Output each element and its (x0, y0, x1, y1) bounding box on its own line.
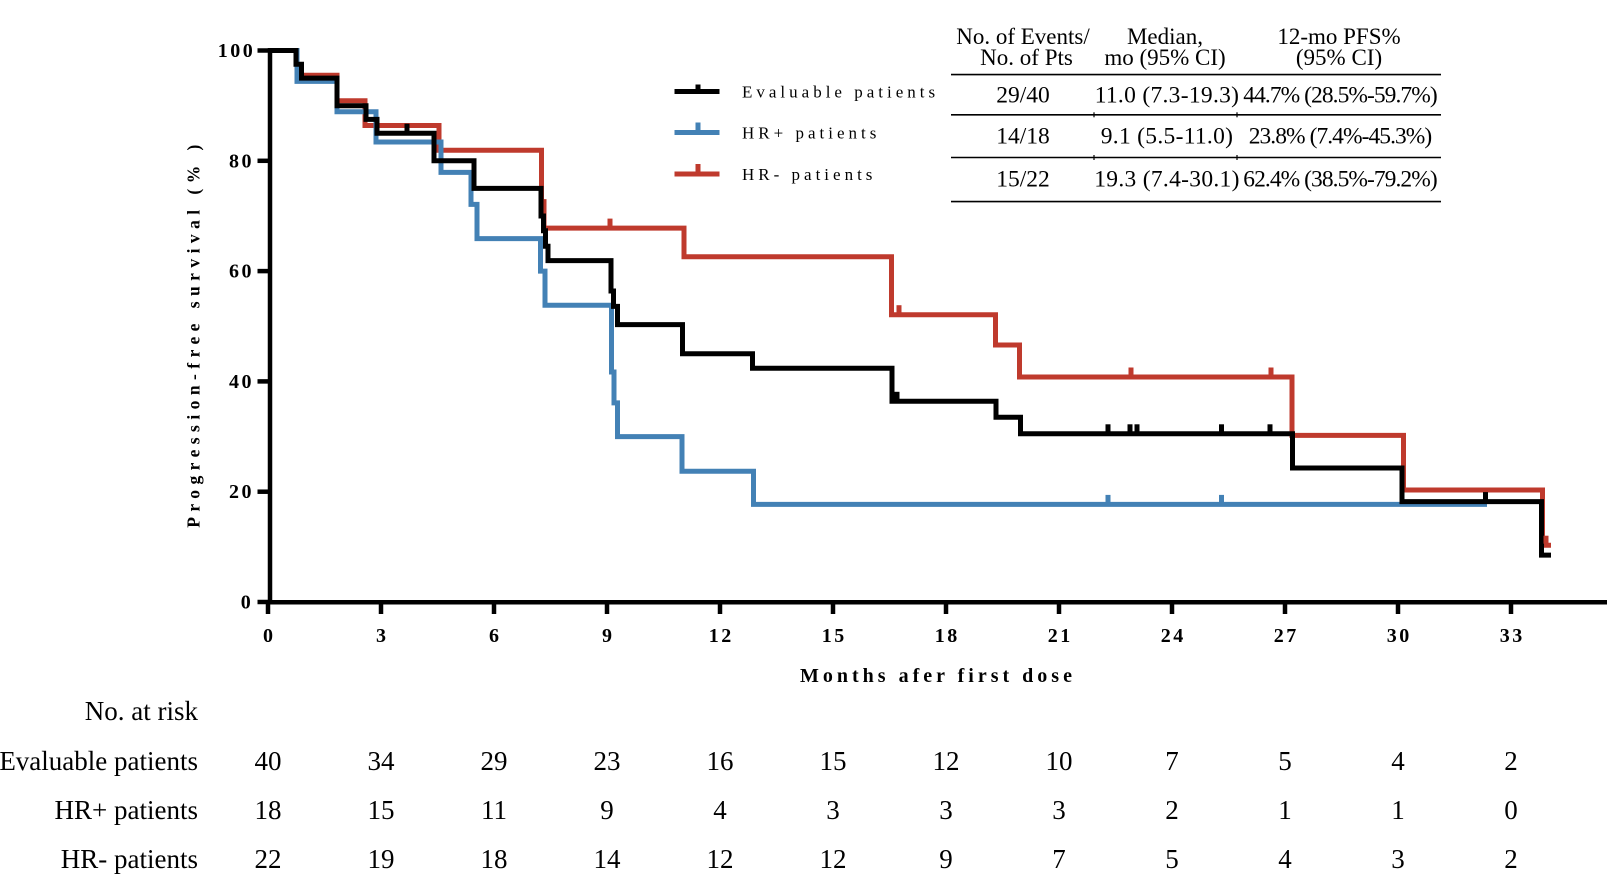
svg-text:34: 34 (368, 746, 396, 776)
svg-text:4: 4 (713, 795, 727, 825)
svg-text:100: 100 (218, 40, 256, 62)
svg-text:21: 21 (1048, 625, 1073, 647)
svg-text:9: 9 (602, 625, 615, 647)
svg-text:2: 2 (1504, 844, 1518, 874)
svg-text:3: 3 (376, 625, 389, 647)
svg-text:No. at risk: No. at risk (85, 696, 199, 726)
svg-text:24: 24 (1161, 625, 1186, 647)
svg-text:HR+ patients: HR+ patients (742, 124, 880, 143)
svg-text:16: 16 (707, 746, 734, 776)
svg-text:5: 5 (1278, 746, 1292, 776)
svg-text:18: 18 (481, 844, 508, 874)
svg-text:2: 2 (1504, 746, 1518, 776)
svg-text:9: 9 (600, 795, 614, 825)
svg-text:14: 14 (594, 844, 622, 874)
svg-text:15: 15 (822, 625, 847, 647)
svg-text:1: 1 (1391, 795, 1405, 825)
svg-text:2: 2 (1165, 795, 1179, 825)
svg-text:mo (95% CI): mo (95% CI) (1104, 45, 1225, 70)
svg-text:20: 20 (229, 481, 254, 503)
svg-text:11.0 (7.3-19.3): 11.0 (7.3-19.3) (1095, 83, 1240, 109)
svg-text:60: 60 (229, 261, 254, 283)
svg-text:No. of Events/: No. of Events/ (956, 24, 1090, 49)
svg-text:23: 23 (594, 746, 621, 776)
svg-text:4: 4 (1391, 746, 1405, 776)
svg-text:5: 5 (1165, 844, 1179, 874)
svg-text:27: 27 (1274, 625, 1299, 647)
svg-text:19: 19 (368, 844, 395, 874)
svg-text:30: 30 (1387, 625, 1412, 647)
svg-text:HR- patients: HR- patients (742, 165, 876, 184)
svg-text:Evaluable patients: Evaluable patients (0, 746, 198, 776)
svg-text:12: 12 (820, 844, 847, 874)
svg-text:22: 22 (255, 844, 282, 874)
svg-text:HR- patients: HR- patients (61, 844, 198, 874)
svg-text:12: 12 (933, 746, 960, 776)
svg-text:14/18: 14/18 (996, 124, 1050, 150)
svg-text:0: 0 (241, 592, 254, 614)
svg-text:0: 0 (263, 625, 276, 647)
svg-text:12: 12 (707, 844, 734, 874)
svg-text:40: 40 (255, 746, 282, 776)
svg-text:18: 18 (935, 625, 960, 647)
svg-text:3: 3 (939, 795, 953, 825)
svg-text:7: 7 (1052, 844, 1066, 874)
svg-text:9: 9 (939, 844, 953, 874)
svg-text:3: 3 (1052, 795, 1066, 825)
svg-text:0: 0 (1504, 795, 1518, 825)
svg-text:19.3 (7.4-30.1): 19.3 (7.4-30.1) (1094, 167, 1239, 193)
svg-text:No. of Pts: No. of Pts (980, 45, 1073, 70)
svg-text:4: 4 (1278, 844, 1292, 874)
svg-text:40: 40 (229, 371, 254, 393)
svg-text:15/22: 15/22 (996, 167, 1050, 193)
svg-text:6: 6 (489, 625, 502, 647)
svg-text:18: 18 (255, 795, 282, 825)
svg-text:15: 15 (368, 795, 395, 825)
svg-text:62.4% (38.5%-79.2%): 62.4% (38.5%-79.2%) (1243, 167, 1437, 193)
svg-text:Months afer first dose: Months afer first dose (800, 665, 1076, 687)
svg-text:Median,: Median, (1127, 24, 1203, 49)
svg-text:12-mo PFS%: 12-mo PFS% (1277, 24, 1400, 49)
svg-text:33: 33 (1500, 625, 1525, 647)
svg-text:15: 15 (820, 746, 847, 776)
svg-text:(95% CI): (95% CI) (1296, 45, 1382, 70)
svg-text:7: 7 (1165, 746, 1179, 776)
svg-text:10: 10 (1046, 746, 1073, 776)
svg-text:80: 80 (229, 150, 254, 172)
svg-text:HR+ patients: HR+ patients (55, 795, 198, 825)
svg-text:9.1 (5.5-11.0): 9.1 (5.5-11.0) (1101, 124, 1234, 150)
svg-text:12: 12 (709, 625, 734, 647)
svg-text:29: 29 (481, 746, 508, 776)
svg-text:11: 11 (481, 795, 507, 825)
svg-text:Progression-free survival (% ): Progression-free survival (% ) (184, 139, 204, 528)
svg-text:23.8% (7.4%-45.3%): 23.8% (7.4%-45.3%) (1249, 124, 1432, 150)
svg-text:1: 1 (1278, 795, 1292, 825)
svg-text:3: 3 (826, 795, 840, 825)
svg-text:3: 3 (1391, 844, 1405, 874)
svg-text:44.7% (28.5%-59.7%): 44.7% (28.5%-59.7%) (1243, 83, 1437, 109)
svg-text:Evaluable patients: Evaluable patients (742, 83, 939, 102)
svg-text:29/40: 29/40 (996, 83, 1050, 109)
